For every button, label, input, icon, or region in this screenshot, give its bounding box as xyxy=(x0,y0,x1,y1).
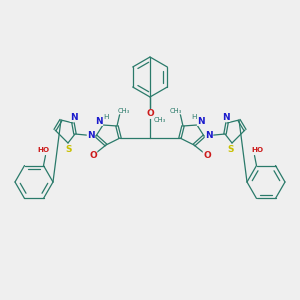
Text: O: O xyxy=(89,152,97,160)
Text: HO: HO xyxy=(251,146,264,152)
Text: N: N xyxy=(222,112,230,122)
Text: N: N xyxy=(70,112,78,122)
Text: N: N xyxy=(87,131,95,140)
Text: O: O xyxy=(203,152,211,160)
Text: CH₃: CH₃ xyxy=(154,117,166,123)
Text: H: H xyxy=(191,114,197,120)
Text: H: H xyxy=(103,114,109,120)
Text: HO: HO xyxy=(38,146,50,152)
Text: S: S xyxy=(66,146,72,154)
Text: O: O xyxy=(146,110,154,118)
Text: CH₃: CH₃ xyxy=(170,108,182,114)
Text: S: S xyxy=(228,146,234,154)
Text: N: N xyxy=(95,116,103,125)
Text: CH₃: CH₃ xyxy=(118,108,130,114)
Text: N: N xyxy=(205,131,213,140)
Text: N: N xyxy=(197,116,205,125)
